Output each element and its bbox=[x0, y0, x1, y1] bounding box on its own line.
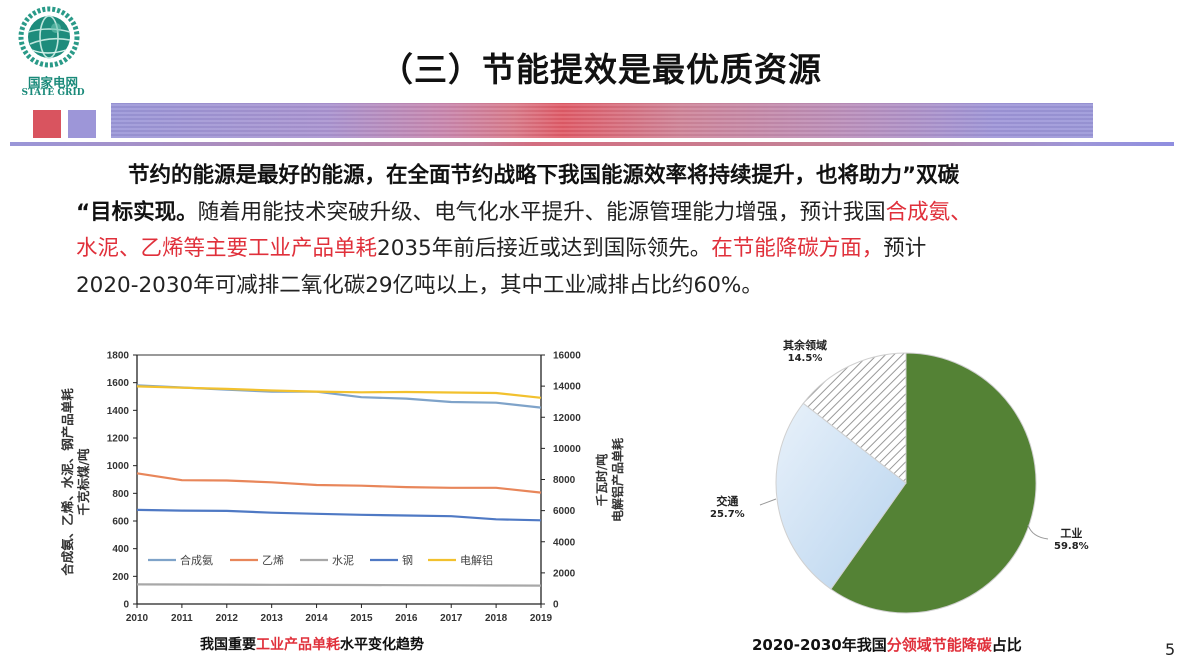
pie-chart-canvas bbox=[759, 352, 1049, 614]
line-chart: 0 200 400 600 800 1000 1200 1400 1600 1800 0 2000 40… bbox=[0, 340, 660, 630]
svg-text:14000: 14000 bbox=[553, 382, 581, 393]
svg-text:1000: 1000 bbox=[107, 461, 130, 472]
pie-chart: 其余领域 14.5% 交通 25.7% 工业 59.8% bbox=[660, 325, 1190, 625]
svg-text:2010: 2010 bbox=[126, 613, 149, 624]
pie-label-industry: 工业 59.8% bbox=[1054, 527, 1089, 553]
pie-label-value: 59.8% bbox=[1054, 541, 1089, 552]
pie-label-name: 其余领域 bbox=[783, 339, 827, 352]
svg-text:12000: 12000 bbox=[553, 413, 581, 424]
svg-text:千瓦时/吨: 千瓦时/吨 bbox=[594, 454, 609, 506]
paragraph-text: 随着用能技术突破升级、电气化水平提升、能源管理能力增强，预计我国 bbox=[197, 199, 886, 225]
decor-gradient-bar bbox=[111, 103, 1093, 138]
caption-text: 我国重要 bbox=[200, 637, 256, 653]
paragraph-line-4: 2020-2030年可减排二氧化碳29亿吨以上，其中工业减排占比约60%。 bbox=[76, 268, 1136, 305]
paragraph-text: 2020-2030年可减排二氧化碳29亿吨以上，其中工业减排占比约60%。 bbox=[76, 272, 763, 298]
svg-text:电解铝产品单耗: 电解铝产品单耗 bbox=[610, 438, 625, 522]
caption-highlight: 工业产品单耗 bbox=[256, 637, 340, 653]
pie-label-value: 25.7% bbox=[710, 509, 745, 520]
pie-label-other: 其余领域 14.5% bbox=[783, 339, 827, 365]
svg-text:0: 0 bbox=[123, 600, 129, 611]
decor-square-purple bbox=[68, 110, 96, 138]
svg-text:2014: 2014 bbox=[305, 613, 328, 624]
svg-text:2011: 2011 bbox=[171, 613, 193, 624]
svg-text:2012: 2012 bbox=[216, 613, 239, 624]
page-number: 5 bbox=[1165, 640, 1176, 659]
svg-text:钢: 钢 bbox=[402, 554, 413, 567]
paragraph-highlight: 水泥、乙烯等主要工业产品单耗 bbox=[76, 236, 378, 261]
svg-text:800: 800 bbox=[112, 489, 129, 500]
caption-highlight: 分领域节能降碳 bbox=[886, 636, 992, 654]
svg-text:合成氨: 合成氨 bbox=[180, 553, 213, 567]
pie-chart-caption: 2020-2030年我国分领域节能降碳占比 bbox=[752, 634, 1022, 655]
svg-text:16000: 16000 bbox=[553, 351, 581, 362]
line-chart-canvas: 0 200 400 600 800 1000 1200 1400 1600 1800 0 2000 40… bbox=[60, 351, 625, 625]
state-grid-logo: 国家电网 STATE GRID bbox=[12, 6, 90, 100]
logo-text-cn: 国家电网 bbox=[27, 75, 78, 90]
svg-text:千克标煤/吨: 千克标煤/吨 bbox=[76, 448, 91, 516]
paragraph-highlight: 在节能降碳方面， bbox=[711, 236, 884, 261]
pie-label-transport: 交通 25.7% bbox=[710, 495, 745, 521]
pie-label-value: 14.5% bbox=[787, 353, 823, 364]
globe-icon bbox=[18, 6, 80, 68]
paragraph-highlight: 合成氨、 bbox=[885, 199, 972, 225]
paragraph-text: 预计 bbox=[883, 236, 927, 261]
svg-text:400: 400 bbox=[112, 544, 129, 555]
paragraph-line-1: 节约的能源是最好的能源，在全面节约战略下我国能源效率将持续提升，也将助力”双碳 bbox=[76, 158, 1136, 195]
decor-square-red bbox=[33, 110, 61, 138]
paragraph-line-2: “目标实现。随着用能技术突破升级、电气化水平提升、能源管理能力增强，预计我国合成… bbox=[76, 195, 1136, 232]
svg-text:合成氨、乙烯、水泥、钢产品单耗: 合成氨、乙烯、水泥、钢产品单耗 bbox=[60, 388, 75, 576]
caption-text: 2020-2030年我国 bbox=[752, 636, 887, 654]
svg-text:1200: 1200 bbox=[107, 434, 130, 445]
logo-text-en: STATE GRID bbox=[21, 88, 85, 98]
svg-text:电解铝: 电解铝 bbox=[460, 553, 493, 567]
line-chart-caption: 我国重要工业产品单耗水平变化趋势 bbox=[200, 634, 424, 654]
svg-text:1400: 1400 bbox=[107, 406, 130, 417]
svg-text:2017: 2017 bbox=[440, 613, 463, 624]
paragraph-bold-text: 节约的能源是最好的能源，在全面节约战略下我国能源效率将持续提升，也将助力”双碳 bbox=[128, 163, 960, 188]
caption-text: 占比 bbox=[991, 636, 1022, 654]
svg-text:200: 200 bbox=[112, 572, 129, 583]
svg-text:2016: 2016 bbox=[395, 613, 418, 624]
svg-text:4000: 4000 bbox=[553, 537, 576, 548]
svg-text:2019: 2019 bbox=[530, 613, 553, 624]
svg-text:2015: 2015 bbox=[350, 613, 373, 624]
svg-text:10000: 10000 bbox=[553, 444, 581, 455]
slide-title: （三）节能提效是最优质资源 bbox=[380, 50, 822, 89]
svg-text:8000: 8000 bbox=[553, 475, 576, 486]
svg-text:水泥: 水泥 bbox=[332, 554, 354, 567]
body-paragraph: 节约的能源是最好的能源，在全面节约战略下我国能源效率将持续提升，也将助力”双碳 … bbox=[76, 158, 1136, 304]
svg-text:2013: 2013 bbox=[261, 613, 284, 624]
svg-text:乙烯: 乙烯 bbox=[262, 554, 284, 567]
svg-text:600: 600 bbox=[112, 517, 129, 528]
decor-divider-line bbox=[10, 142, 1174, 146]
svg-text:6000: 6000 bbox=[553, 506, 576, 517]
svg-text:2000: 2000 bbox=[553, 568, 576, 579]
pie-label-name: 工业 bbox=[1060, 527, 1083, 540]
svg-text:2018: 2018 bbox=[485, 613, 508, 624]
caption-text: 水平变化趋势 bbox=[340, 637, 424, 653]
paragraph-text: 2035年前后接近或达到国际领先。 bbox=[377, 236, 712, 261]
pie-label-name: 交通 bbox=[716, 495, 739, 508]
svg-text:1800: 1800 bbox=[107, 351, 130, 362]
svg-text:1600: 1600 bbox=[107, 378, 130, 389]
paragraph-line-3: 水泥、乙烯等主要工业产品单耗2035年前后接近或达到国际领先。在节能降碳方面，预… bbox=[76, 231, 1136, 268]
svg-text:0: 0 bbox=[553, 600, 559, 611]
paragraph-bold-text: “目标实现。 bbox=[76, 199, 198, 225]
